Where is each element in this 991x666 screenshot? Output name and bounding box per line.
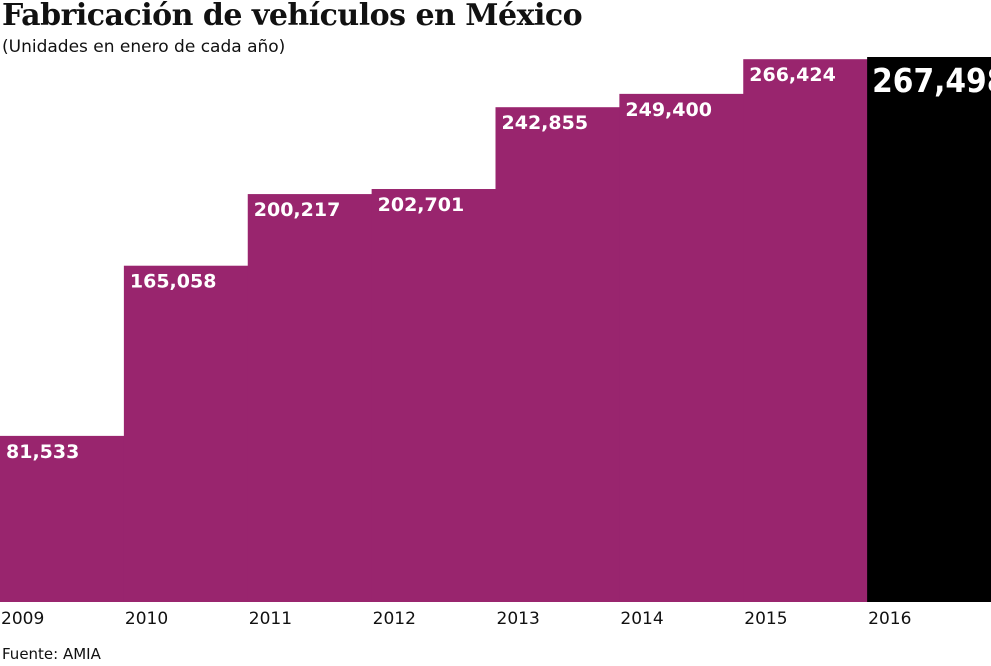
- x-tick-2015: 2015: [744, 609, 787, 629]
- value-label-2011: 200,217: [254, 199, 341, 221]
- bar-2015: [743, 59, 868, 602]
- x-tick-2012: 2012: [373, 609, 416, 629]
- value-label-2016: 267,498: [872, 61, 991, 100]
- chart-title: Fabricación de vehículos en México: [2, 0, 583, 33]
- value-label-2010: 165,058: [130, 271, 217, 293]
- bar-2016: [867, 57, 991, 602]
- bar-2012: [371, 189, 496, 602]
- bar-2013: [495, 107, 620, 602]
- x-tick-2010: 2010: [125, 609, 168, 629]
- x-tick-2009: 2009: [1, 609, 44, 629]
- value-label-2015: 266,424: [749, 64, 836, 86]
- x-tick-2014: 2014: [620, 609, 663, 629]
- bar-2010: [123, 265, 249, 602]
- value-label-2012: 202,701: [378, 194, 465, 216]
- chart-source: Fuente: AMIA: [2, 645, 101, 663]
- bar-2014: [619, 93, 744, 602]
- bar-2011: [247, 194, 373, 603]
- value-label-2013: 242,855: [502, 112, 589, 134]
- x-tick-2016: 2016: [868, 609, 911, 629]
- x-tick-2011: 2011: [249, 609, 292, 629]
- bar-2009: [0, 435, 125, 602]
- value-label-2014: 249,400: [625, 99, 712, 121]
- chart-subtitle: (Unidades en enero de cada año): [2, 37, 286, 57]
- value-label-2009: 81,533: [6, 441, 79, 463]
- x-tick-2013: 2013: [497, 609, 540, 629]
